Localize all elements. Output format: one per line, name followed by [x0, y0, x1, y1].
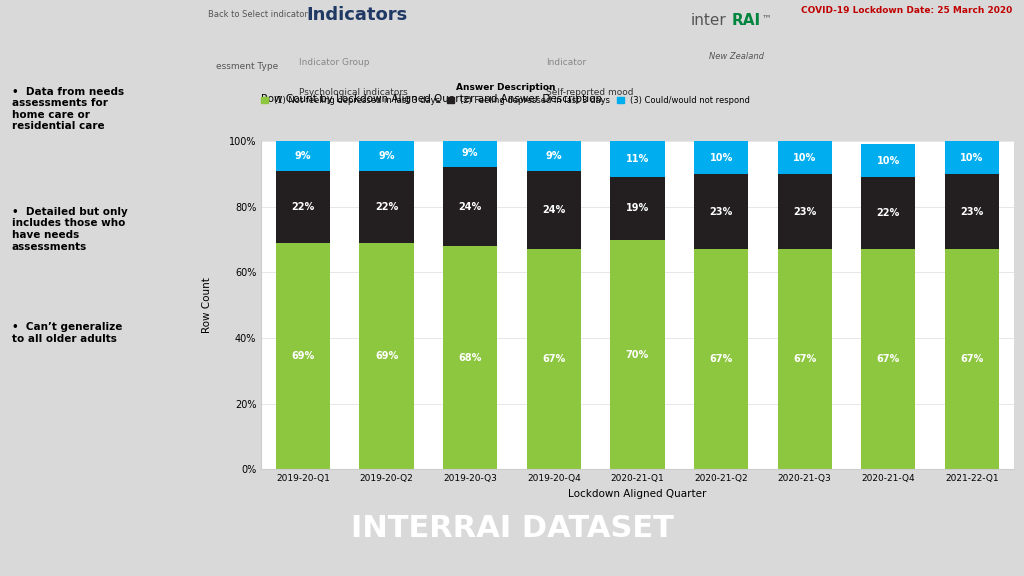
- Y-axis label: Row Count: Row Count: [202, 277, 212, 334]
- Bar: [526, 249, 581, 469]
- Text: Psychological indicators: Psychological indicators: [299, 88, 408, 97]
- Bar: [526, 170, 581, 249]
- Text: Row Count by Lockdown Aligned Quarter and Answer Description: Row Count by Lockdown Aligned Quarter an…: [261, 94, 602, 104]
- Text: inter: inter: [690, 13, 726, 28]
- Text: •  Detailed but only
includes those who
have needs
assessments: • Detailed but only includes those who h…: [12, 207, 128, 252]
- Text: 10%: 10%: [710, 153, 733, 162]
- Text: 9%: 9%: [462, 147, 478, 158]
- Bar: [694, 174, 749, 249]
- Bar: [275, 170, 330, 243]
- X-axis label: Lockdown Aligned Quarter: Lockdown Aligned Quarter: [568, 489, 707, 499]
- Text: New Zealand: New Zealand: [709, 52, 764, 61]
- Text: 24%: 24%: [459, 202, 482, 212]
- Text: 67%: 67%: [877, 354, 900, 365]
- Text: 23%: 23%: [793, 207, 816, 217]
- Text: 69%: 69%: [375, 351, 398, 361]
- Text: RAI: RAI: [731, 13, 761, 28]
- Text: 23%: 23%: [961, 207, 984, 217]
- Bar: [359, 141, 414, 170]
- Text: 24%: 24%: [542, 205, 565, 215]
- Bar: [945, 249, 999, 469]
- Bar: [526, 141, 581, 170]
- Legend: (1) Not feeling depressed in last 3 days, (2) Feeling depressed in last 3 days, : (1) Not feeling depressed in last 3 days…: [258, 79, 754, 108]
- Text: 22%: 22%: [291, 202, 314, 212]
- Text: 10%: 10%: [793, 153, 816, 162]
- Bar: [443, 138, 498, 168]
- Bar: [275, 141, 330, 170]
- Text: 9%: 9%: [378, 151, 395, 161]
- Text: •  Can’t generalize
to all older adults: • Can’t generalize to all older adults: [12, 322, 122, 344]
- Bar: [777, 174, 831, 249]
- Text: Self-reported mood: Self-reported mood: [546, 88, 634, 97]
- Text: Indicator: Indicator: [546, 58, 586, 67]
- Bar: [443, 168, 498, 246]
- Bar: [861, 177, 915, 249]
- Text: 11%: 11%: [626, 154, 649, 164]
- Text: COVID-19 Lockdown Date: 25 March 2020: COVID-19 Lockdown Date: 25 March 2020: [802, 6, 1013, 16]
- Text: 69%: 69%: [291, 351, 314, 361]
- Text: ™: ™: [762, 13, 772, 23]
- Text: 67%: 67%: [710, 354, 733, 365]
- Bar: [610, 240, 665, 469]
- Text: 70%: 70%: [626, 350, 649, 359]
- Text: Back to Select indicator: Back to Select indicator: [208, 10, 308, 20]
- Bar: [359, 170, 414, 243]
- Text: INTERRAI DATASET: INTERRAI DATASET: [350, 514, 674, 543]
- Text: 10%: 10%: [877, 156, 900, 166]
- Text: •  Data from needs
assessments for
home care or
residential care: • Data from needs assessments for home c…: [12, 86, 124, 131]
- Bar: [777, 141, 831, 174]
- Text: 22%: 22%: [375, 202, 398, 212]
- Bar: [945, 141, 999, 174]
- Bar: [610, 177, 665, 240]
- Bar: [694, 141, 749, 174]
- Bar: [275, 243, 330, 469]
- Bar: [694, 249, 749, 469]
- Text: Indicator Group: Indicator Group: [299, 58, 369, 67]
- Bar: [945, 174, 999, 249]
- Bar: [443, 246, 498, 469]
- Text: 9%: 9%: [546, 151, 562, 161]
- Text: essment Type: essment Type: [216, 62, 279, 71]
- Text: Indicators: Indicators: [307, 6, 409, 25]
- Bar: [359, 243, 414, 469]
- Text: 23%: 23%: [710, 207, 733, 217]
- Text: 9%: 9%: [295, 151, 311, 161]
- Bar: [777, 249, 831, 469]
- Text: 67%: 67%: [961, 354, 984, 365]
- Text: 67%: 67%: [542, 354, 565, 365]
- Bar: [610, 141, 665, 177]
- Text: 19%: 19%: [626, 203, 649, 214]
- Text: 22%: 22%: [877, 209, 900, 218]
- Bar: [861, 145, 915, 177]
- Text: 67%: 67%: [793, 354, 816, 365]
- Bar: [861, 249, 915, 469]
- Text: 10%: 10%: [961, 153, 984, 162]
- Text: 68%: 68%: [459, 353, 482, 363]
